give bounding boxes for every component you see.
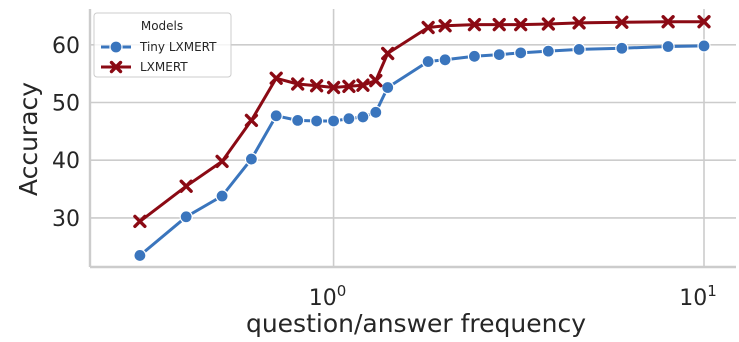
series-tiny-lxmert bbox=[133, 39, 711, 263]
data-point-circle bbox=[179, 210, 193, 224]
x-tick-label: 101 bbox=[679, 282, 717, 311]
legend-entry: Tiny LXMERT bbox=[101, 40, 217, 54]
data-point-x bbox=[697, 15, 711, 29]
data-point-circle bbox=[541, 44, 555, 58]
data-point-circle bbox=[269, 109, 283, 123]
data-point-circle bbox=[326, 114, 341, 128]
data-point-circle bbox=[244, 152, 259, 166]
data-point-x bbox=[572, 16, 586, 30]
data-point-x bbox=[291, 77, 305, 91]
axes-frame bbox=[88, 9, 736, 269]
data-point-circle bbox=[310, 114, 324, 128]
data-point-circle bbox=[421, 54, 435, 69]
x-marker-stroke bbox=[309, 79, 324, 93]
data-point-x bbox=[342, 79, 356, 93]
data-point-x bbox=[269, 71, 283, 85]
x-marker-stroke bbox=[697, 15, 711, 29]
data-point-circle bbox=[109, 40, 123, 54]
x-marker-stroke bbox=[661, 15, 675, 29]
data-point-circle bbox=[133, 248, 147, 263]
data-point-circle bbox=[291, 113, 305, 127]
legend-entry: LXMERT bbox=[101, 60, 188, 74]
data-point-x bbox=[381, 46, 395, 61]
data-point-circle bbox=[381, 80, 395, 95]
data-point-x bbox=[615, 15, 629, 29]
x-marker-stroke bbox=[514, 17, 528, 32]
x-marker-stroke bbox=[356, 78, 370, 92]
data-point-x bbox=[514, 17, 528, 32]
data-point-circle bbox=[438, 53, 452, 67]
data-point-circle bbox=[697, 39, 711, 53]
x-marker-stroke bbox=[109, 60, 123, 74]
data-point-x bbox=[421, 20, 435, 35]
legend-label: Tiny LXMERT bbox=[139, 40, 217, 54]
x-marker-stroke bbox=[438, 19, 452, 33]
legend-frame bbox=[93, 12, 232, 78]
data-point-x bbox=[438, 19, 452, 33]
data-point-circle bbox=[572, 42, 586, 57]
legend: Models Tiny LXMERT LXMERT bbox=[93, 12, 232, 78]
x-marker-stroke bbox=[326, 80, 341, 95]
data-point-x bbox=[309, 79, 324, 93]
data-point-circle bbox=[342, 112, 356, 126]
data-point-x bbox=[541, 17, 556, 31]
x-marker-stroke bbox=[421, 20, 435, 35]
data-point-x bbox=[369, 73, 383, 88]
x-marker-stroke bbox=[369, 73, 383, 88]
data-point-circle bbox=[615, 41, 629, 55]
x-marker-stroke bbox=[615, 15, 629, 29]
x-marker-stroke bbox=[342, 79, 356, 93]
legend-title: Models bbox=[141, 19, 183, 33]
x-axis-label: question/answer frequency bbox=[246, 309, 586, 338]
series-line bbox=[138, 20, 704, 223]
x-marker-stroke bbox=[291, 77, 305, 91]
data-point-x bbox=[244, 113, 259, 128]
data-point-x bbox=[179, 179, 193, 193]
y-tick-label: 50 bbox=[52, 92, 80, 117]
y-tick-label: 40 bbox=[52, 149, 80, 174]
data-point-circle bbox=[467, 49, 482, 63]
legend-label: LXMERT bbox=[140, 60, 188, 74]
y-axis-label: Accuracy bbox=[14, 82, 43, 196]
x-marker-stroke bbox=[244, 113, 259, 128]
data-point-x bbox=[215, 154, 229, 169]
data-point-circle bbox=[356, 110, 370, 124]
y-tick-labels: 30 40 50 60 bbox=[52, 34, 80, 232]
data-point-circle bbox=[514, 46, 528, 60]
x-tick-labels: 100 101 bbox=[309, 282, 717, 311]
x-marker-stroke bbox=[133, 214, 147, 229]
data-point-x bbox=[356, 78, 370, 92]
x-marker-stroke bbox=[269, 71, 283, 85]
x-marker-stroke bbox=[215, 154, 229, 169]
y-tick-label: 30 bbox=[52, 207, 80, 232]
series-line bbox=[138, 44, 705, 257]
x-marker-stroke bbox=[492, 17, 506, 32]
series-layer bbox=[133, 15, 711, 263]
data-point-x bbox=[109, 60, 123, 74]
data-point-x bbox=[326, 80, 341, 95]
x-marker-stroke bbox=[541, 17, 556, 31]
data-point-circle bbox=[369, 105, 383, 119]
data-point-x bbox=[492, 17, 506, 32]
data-point-circle bbox=[661, 39, 675, 54]
x-marker-stroke bbox=[381, 46, 395, 61]
data-point-x bbox=[661, 15, 675, 29]
data-point-x bbox=[133, 214, 147, 229]
x-marker-stroke bbox=[467, 17, 482, 32]
data-point-circle bbox=[215, 189, 229, 203]
x-marker-stroke bbox=[179, 179, 193, 193]
x-marker-stroke bbox=[572, 16, 586, 30]
series-lxmert bbox=[133, 15, 711, 229]
data-point-circle bbox=[492, 47, 506, 62]
y-tick-label: 60 bbox=[52, 34, 80, 59]
legend-entries: Tiny LXMERT LXMERT bbox=[101, 40, 217, 74]
data-point-x bbox=[467, 17, 482, 32]
x-tick-label: 100 bbox=[309, 282, 347, 311]
